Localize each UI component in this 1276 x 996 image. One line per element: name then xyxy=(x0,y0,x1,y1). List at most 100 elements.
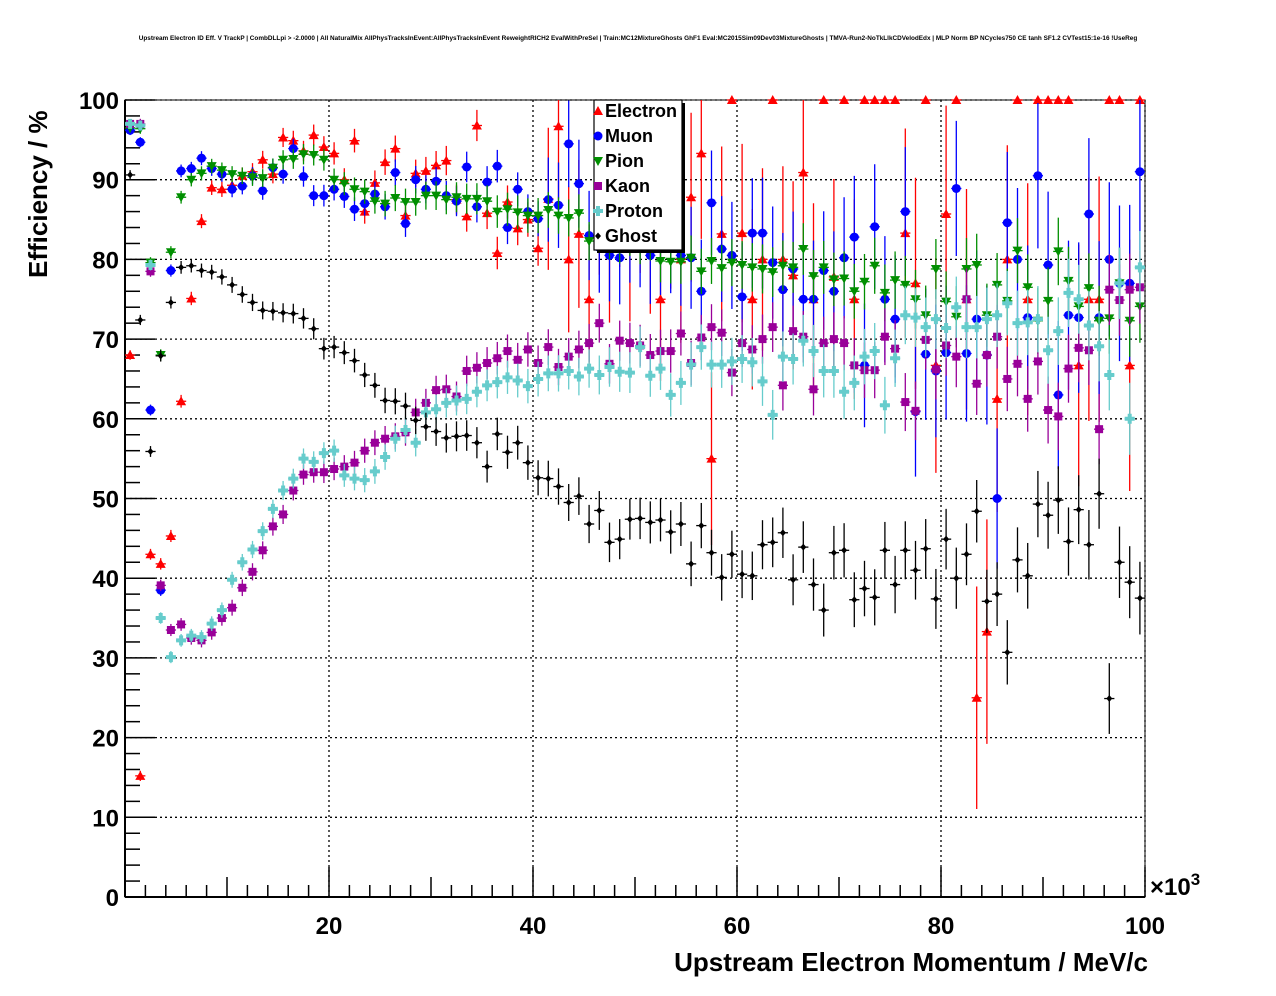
proton-marker xyxy=(655,363,666,374)
proton-marker xyxy=(747,357,758,368)
electron-marker xyxy=(145,549,156,559)
pion-point xyxy=(788,241,799,293)
proton-marker xyxy=(329,445,340,456)
electron-marker xyxy=(1012,95,1023,104)
electron-point xyxy=(890,95,901,104)
proton-marker xyxy=(930,314,941,325)
proton-marker xyxy=(196,632,207,643)
legend-label: Proton xyxy=(605,201,663,221)
proton-point xyxy=(614,351,625,392)
ghost-marker xyxy=(473,439,480,447)
kaon-marker xyxy=(595,319,604,328)
kaon-point xyxy=(359,438,370,463)
pion-point xyxy=(543,192,554,228)
pion-point xyxy=(777,240,788,291)
ghost-marker xyxy=(382,396,389,404)
electron-marker xyxy=(308,130,319,140)
kaon-marker xyxy=(319,468,328,477)
y-tick-label: 30 xyxy=(92,646,119,673)
ghost-marker xyxy=(341,349,348,357)
proton-marker xyxy=(410,437,421,448)
proton-point xyxy=(696,324,707,370)
proton-point xyxy=(818,344,829,398)
pion-point xyxy=(747,243,758,292)
proton-point xyxy=(1083,290,1094,361)
proton-marker xyxy=(665,389,676,400)
kaon-point xyxy=(247,563,258,581)
ghost-marker xyxy=(1065,538,1072,546)
muon-point xyxy=(1032,103,1043,249)
proton-marker xyxy=(992,310,1003,321)
muon-marker xyxy=(401,219,410,229)
muon-marker xyxy=(309,191,319,201)
ghost-point xyxy=(369,372,380,398)
pion-marker xyxy=(573,209,584,219)
ghost-point xyxy=(716,554,727,601)
data-points xyxy=(125,95,1145,810)
proton-point xyxy=(165,651,176,664)
proton-point xyxy=(186,628,197,643)
ghost-point xyxy=(961,523,972,586)
ghost-point xyxy=(288,303,299,324)
ghost-marker xyxy=(218,273,225,281)
kaon-point xyxy=(257,541,268,560)
pion-marker xyxy=(420,191,431,201)
pion-marker xyxy=(492,207,503,217)
ghost-marker xyxy=(443,434,450,442)
pion-marker xyxy=(553,211,564,221)
pion-point xyxy=(584,221,595,261)
pion-point xyxy=(308,144,319,166)
muon-marker xyxy=(166,266,176,276)
ghost-point xyxy=(196,263,207,278)
electron-point xyxy=(278,127,289,148)
proton-point xyxy=(900,286,911,345)
proton-point xyxy=(777,331,788,382)
electron-marker xyxy=(573,228,584,238)
proton-point xyxy=(645,354,656,397)
proton-point xyxy=(482,369,493,402)
ghost-marker xyxy=(494,430,501,438)
ghost-point xyxy=(839,523,850,578)
proton-marker xyxy=(1043,345,1054,356)
ghost-marker xyxy=(280,309,287,317)
legend: Electron Muon Pion Kaon Proton Ghost xyxy=(593,99,685,253)
proton-point xyxy=(278,480,289,501)
proton-point xyxy=(125,118,136,129)
electron-point xyxy=(471,109,482,142)
muon-point xyxy=(165,264,176,277)
ghost-marker xyxy=(249,298,256,306)
y-tick-label: 20 xyxy=(92,726,119,753)
electron-marker xyxy=(492,248,503,258)
electron-marker xyxy=(186,293,197,303)
pion-point xyxy=(298,143,309,165)
ghost-point xyxy=(1043,481,1054,549)
electron-marker xyxy=(1134,95,1145,104)
proton-point xyxy=(543,355,554,392)
proton-marker xyxy=(635,342,646,353)
proton-marker xyxy=(135,120,146,131)
ghost-marker xyxy=(1045,511,1052,519)
kaon-marker xyxy=(1064,364,1073,373)
ghost-point xyxy=(553,468,564,505)
muon-marker xyxy=(870,222,880,232)
x-tick-label: 100 xyxy=(1125,913,1165,940)
electron-marker xyxy=(380,157,391,167)
legend-label: Muon xyxy=(605,126,653,146)
kaon-marker xyxy=(1125,285,1134,294)
legend-entry-ghost: Ghost xyxy=(595,226,657,246)
pion-point xyxy=(329,168,340,191)
kaon-marker xyxy=(330,465,339,474)
proton-point xyxy=(216,602,227,618)
muon-point xyxy=(298,166,309,187)
proton-marker xyxy=(369,466,380,477)
pion-point xyxy=(410,188,421,216)
ghost-point xyxy=(155,350,166,362)
pion-point xyxy=(278,150,289,170)
kaon-marker xyxy=(472,363,481,372)
muon-marker xyxy=(564,139,574,149)
ghost-point xyxy=(706,529,717,576)
pion-point xyxy=(400,188,411,216)
proton-point xyxy=(451,385,462,416)
kaon-marker xyxy=(585,339,594,348)
pion-marker xyxy=(247,173,258,183)
